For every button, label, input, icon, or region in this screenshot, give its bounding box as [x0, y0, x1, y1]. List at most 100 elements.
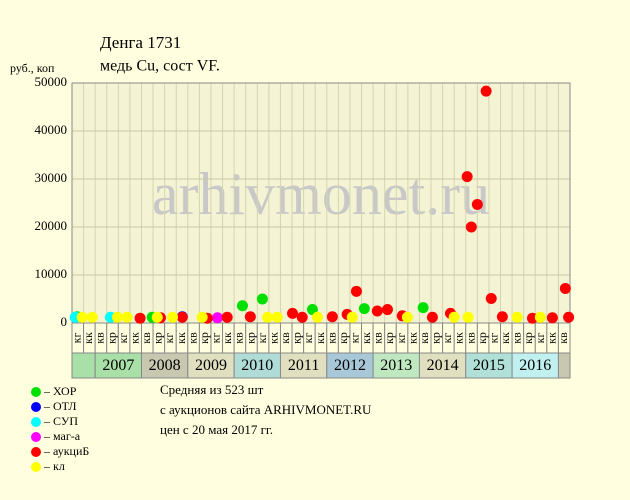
point	[426, 311, 438, 323]
year-label: 2016	[519, 357, 551, 374]
quarter-label: кг	[440, 333, 454, 344]
legend-label: – СУП	[43, 414, 78, 428]
quarter-label: кр	[382, 332, 396, 344]
year-cell	[187, 352, 235, 379]
year-label: 2015	[473, 357, 505, 374]
year-label: 2012	[334, 357, 366, 374]
quarter-label: кк	[127, 332, 141, 344]
year-label: 2014	[427, 357, 459, 374]
point	[401, 311, 413, 323]
year-cell	[465, 352, 513, 379]
year-cell	[71, 352, 96, 379]
point	[461, 171, 473, 183]
quarter-label: кг	[209, 333, 223, 344]
year-label: 2008	[149, 357, 181, 374]
point	[480, 85, 492, 97]
quarter-label: кв	[417, 332, 431, 344]
year-label: 2013	[380, 357, 412, 374]
year-cell	[279, 352, 328, 379]
quarter-label: кк	[498, 332, 512, 344]
legend-marker	[31, 387, 41, 397]
point	[236, 300, 248, 312]
quarter-label: кк	[405, 332, 419, 344]
point	[448, 311, 460, 323]
legend-label: – аукциБ	[43, 444, 89, 458]
point	[111, 311, 123, 323]
quarter-label: кг	[255, 333, 269, 344]
quarter-label: кг	[533, 333, 547, 344]
quarter-label: кв	[556, 332, 570, 344]
legend-label: – кл	[43, 459, 65, 473]
y-tick-label: 40000	[35, 122, 68, 137]
quarter-label: кк	[544, 332, 558, 344]
point	[196, 311, 208, 323]
quarter-label: кв	[324, 332, 338, 344]
year-label: 2011	[288, 357, 319, 374]
y-tick-label: 30000	[35, 170, 68, 185]
year-cell	[372, 352, 420, 379]
point	[176, 311, 188, 323]
point	[358, 303, 370, 315]
quarter-label: кв	[232, 332, 246, 344]
note: цен с 20 мая 2017 гг.	[160, 422, 273, 437]
quarter-label: кк	[174, 332, 188, 344]
legend-marker	[31, 432, 41, 442]
quarter-label: кг	[301, 333, 315, 344]
quarter-label: кк	[313, 332, 327, 344]
chart-title: Денга 1731	[100, 33, 181, 52]
point	[346, 311, 358, 323]
year-label: 2009	[195, 357, 227, 374]
point	[167, 311, 179, 323]
legend-marker	[31, 417, 41, 427]
y-axis-label: руб., коп	[10, 61, 55, 75]
point	[326, 311, 338, 323]
quarter-label: кр	[104, 332, 118, 344]
legend-label: – маг-а	[43, 429, 81, 443]
quarter-label: кв	[371, 332, 385, 344]
note: с аукционов сайта ARHIVMONET.RU	[160, 402, 372, 417]
quarter-label: кр	[151, 332, 165, 344]
quarter-label: кг	[162, 333, 176, 344]
point	[465, 221, 477, 233]
quarter-label: кр	[290, 332, 304, 344]
point	[287, 307, 299, 319]
point	[211, 312, 223, 324]
quarter-label: кк	[81, 332, 95, 344]
point	[244, 311, 256, 323]
quarter-label: кк	[266, 332, 280, 344]
quarter-label: кв	[510, 332, 524, 344]
legend-label: – ХОР	[43, 384, 77, 398]
point	[534, 311, 546, 323]
point	[296, 311, 308, 323]
quarter-label: кр	[475, 332, 489, 344]
quarter-label: кв	[93, 332, 107, 344]
y-tick-label: 50000	[35, 74, 68, 89]
point	[546, 312, 558, 324]
year-cell	[94, 352, 142, 379]
quarter-label: кк	[359, 332, 373, 344]
quarter-label: кк	[220, 332, 234, 344]
chart-subtitle: медь Cu, сост VF.	[100, 58, 220, 75]
point	[76, 311, 88, 323]
quarter-label: кр	[429, 332, 443, 344]
point	[271, 311, 283, 323]
point	[485, 293, 497, 305]
quarter-label: кг	[486, 333, 500, 344]
watermark: arhivmonet.ru	[152, 161, 490, 227]
point	[471, 198, 483, 210]
point	[511, 311, 523, 323]
plot-area	[71, 82, 571, 324]
quarter-label: кв	[185, 332, 199, 344]
legend-marker	[31, 402, 41, 412]
year-cell	[418, 352, 467, 379]
y-tick-label: 0	[61, 314, 68, 329]
year-label: 2010	[241, 357, 273, 374]
point	[563, 311, 575, 323]
point	[417, 302, 429, 314]
point	[371, 305, 383, 317]
point	[559, 282, 571, 294]
year-cell	[557, 352, 571, 379]
point	[312, 311, 324, 323]
year-label: 2007	[102, 357, 134, 374]
quarter-label: кг	[70, 333, 84, 344]
